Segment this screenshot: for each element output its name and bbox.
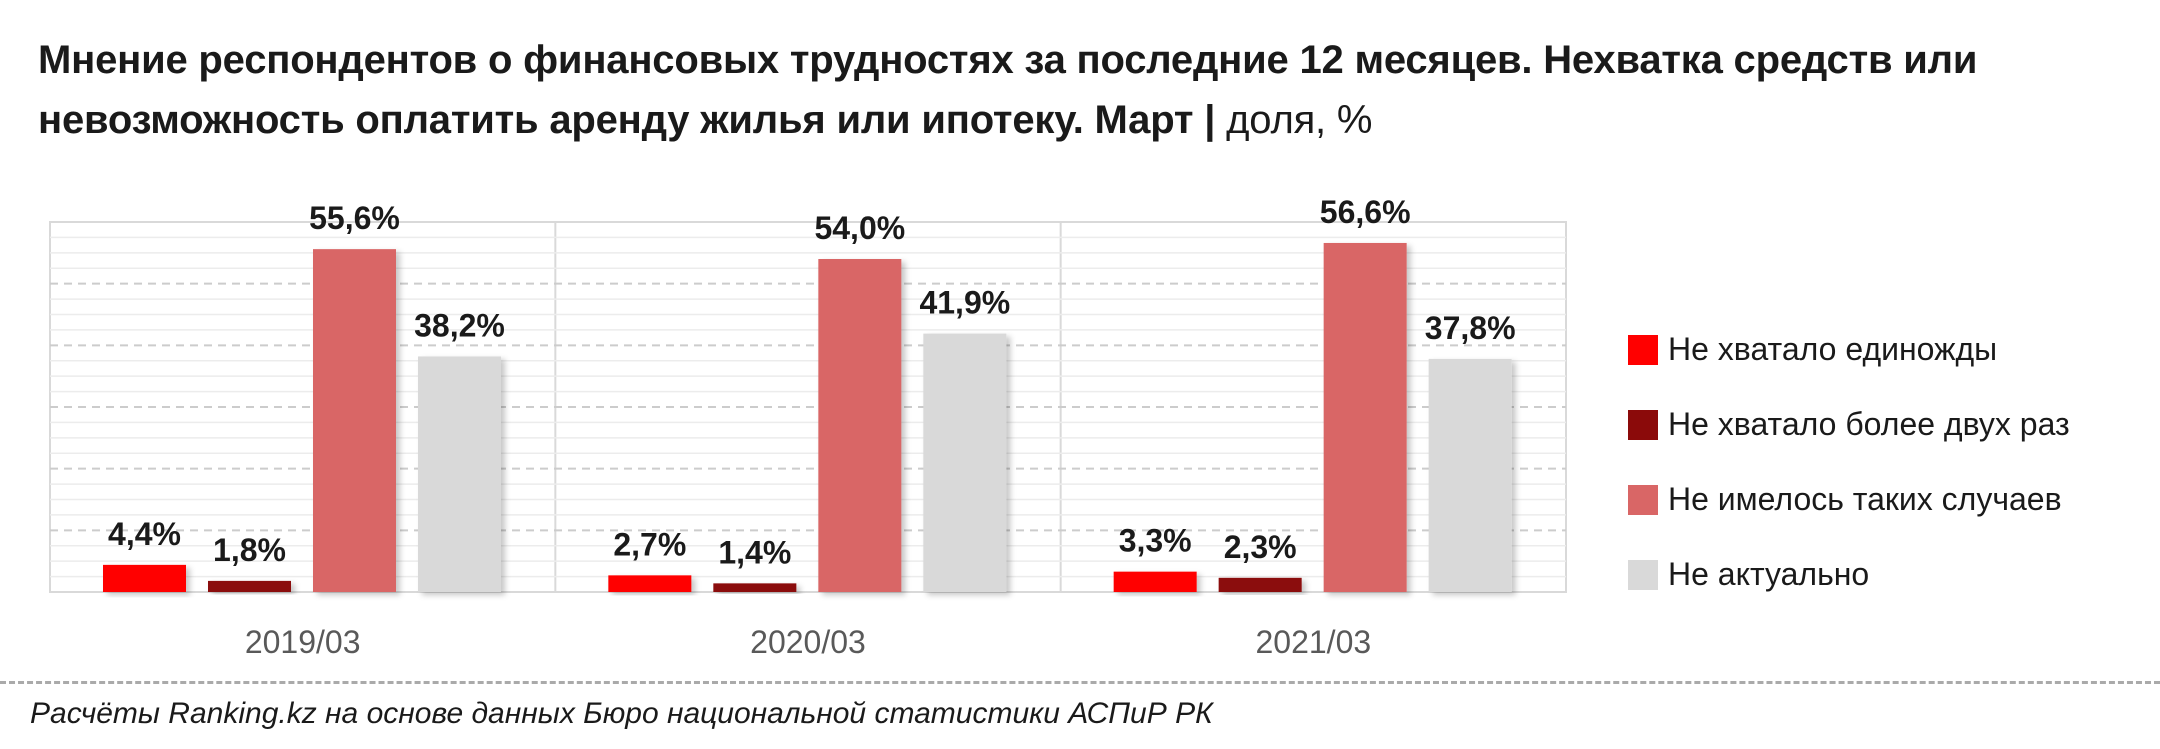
bar — [1323, 242, 1407, 592]
divider — [0, 681, 2160, 684]
bars — [103, 242, 1512, 592]
x-tick-label: 2020/03 — [750, 624, 866, 660]
x-tick-label: 2021/03 — [1255, 624, 1371, 660]
bar — [1428, 358, 1512, 592]
data-label: 41,9% — [919, 285, 1010, 321]
bar — [713, 583, 797, 592]
bar — [418, 356, 501, 592]
bar — [608, 575, 692, 592]
legend-item: Не хватало более двух раз — [1628, 387, 2070, 462]
bar — [103, 564, 186, 592]
chart-title: Мнение респондентов о финансовых труднос… — [38, 30, 2118, 150]
x-tick-label: 2019/03 — [245, 624, 361, 660]
data-label: 2,3% — [1224, 529, 1297, 565]
bar-chart: 4,4% 1,8% 55,6% 38,2% 2,7% 1,4% 54,0% 41,9% 3,3%… — [49, 194, 1567, 660]
data-label: 3,3% — [1119, 523, 1192, 559]
data-label: 55,6% — [309, 200, 400, 236]
data-label: 2,7% — [613, 526, 686, 562]
bar — [1113, 571, 1197, 592]
data-label: 1,4% — [718, 534, 791, 570]
legend-item: Не актуально — [1628, 537, 2070, 612]
gridlines — [50, 236, 1566, 578]
data-label: 4,4% — [108, 516, 181, 552]
data-label: 54,0% — [814, 210, 905, 246]
legend-item: Не имелось таких случаев — [1628, 462, 2070, 537]
x-axis-tick-labels: 2019/03 2020/03 2021/03 — [245, 624, 1371, 660]
source-note: Расчёты Ranking.kz на основе данных Бюро… — [30, 697, 1213, 730]
legend-swatch — [1628, 559, 1658, 590]
legend-swatch — [1628, 484, 1658, 515]
legend: Не хватало единожды Не хватало более двух… — [1628, 312, 2070, 612]
legend-swatch — [1628, 334, 1658, 365]
bar — [1218, 577, 1302, 592]
legend-label: Не имелось таких случаев — [1668, 481, 2062, 517]
data-label: 38,2% — [414, 307, 505, 343]
legend-label: Не актуально — [1668, 556, 1870, 592]
legend-label: Не хватало единожды — [1668, 331, 1998, 367]
legend-item: Не хватало единожды — [1628, 312, 2070, 387]
bar — [923, 333, 1007, 592]
bar — [313, 249, 396, 592]
data-label: 1,8% — [213, 532, 286, 568]
bar — [208, 580, 291, 592]
bar — [818, 259, 902, 592]
legend-label: Не хватало более двух раз — [1668, 406, 2070, 442]
data-label: 37,8% — [1425, 310, 1516, 346]
data-label: 56,6% — [1320, 194, 1411, 230]
data-labels: 4,4% 1,8% 55,6% 38,2% 2,7% 1,4% 54,0% 41,9% 3,3%… — [108, 194, 1516, 570]
chart-title-main: Мнение респондентов о финансовых труднос… — [38, 38, 1978, 142]
chart-title-separator: | — [1193, 98, 1227, 142]
chart-title-unit: доля, % — [1226, 98, 1373, 142]
legend-swatch — [1628, 409, 1658, 440]
